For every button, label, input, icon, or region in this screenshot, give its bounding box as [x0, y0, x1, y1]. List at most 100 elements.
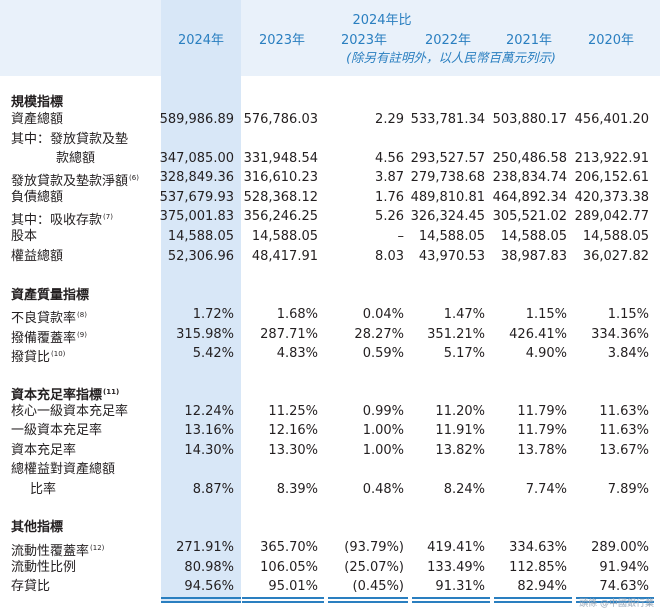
cell-value: 14,588.05: [167, 229, 234, 244]
cell-value: 2.29: [375, 112, 404, 127]
table-row: 股本 14,588.05 14,588.05–14,588.05 14,588.05 1…: [0, 227, 660, 247]
cell-value: 365.70%: [260, 540, 318, 555]
table-row: 一級資本充足率 13.16% 12.16% 1.00% 11.91% 11.79% 11.6…: [0, 421, 660, 441]
cell-value: 1.15%: [607, 307, 649, 322]
row-label-text: 資本充足率: [11, 443, 77, 458]
cell-value: 95.01%: [268, 579, 318, 594]
row-label: 撥貸比(10): [11, 344, 65, 368]
cell-value: 250,486.58: [492, 151, 567, 166]
cell-value: 3.84%: [607, 346, 649, 361]
row-label-text: 規模指標: [11, 95, 64, 110]
section-header-row: 規模指標: [0, 93, 660, 113]
footnote-marker: (12): [90, 544, 105, 552]
cell-value: 0.99%: [362, 404, 404, 419]
cell-value: 36,027.82: [582, 249, 649, 264]
cell-value: 8.03: [375, 249, 404, 264]
cell-value: 419.41%: [427, 540, 485, 555]
cell-value: 1.76: [375, 190, 404, 205]
cell-value: 0.48%: [362, 482, 404, 497]
row-label-text: 款總額: [56, 151, 96, 166]
cell-value: 334.36%: [591, 327, 649, 342]
row-label-text: 一級資本充足率: [11, 423, 103, 438]
cell-value: 13.30%: [268, 443, 318, 458]
bottom-rule: [576, 601, 654, 603]
section-title: 其他指標: [11, 518, 63, 538]
cell-value: 4.56: [375, 151, 404, 166]
cell-value: 576,786.03: [243, 112, 318, 127]
footnote-marker: (8): [77, 311, 87, 319]
row-label-text: 資產總額: [11, 112, 64, 127]
cell-value: 456,401.20: [574, 112, 649, 127]
footnote-marker: (6): [129, 174, 139, 182]
cell-value: 43,970.53: [418, 249, 485, 264]
cell-value: 489,810.81: [410, 190, 485, 205]
row-label: 存貸比: [11, 577, 50, 597]
cell-value: (0.45%): [352, 579, 404, 594]
footnote-marker: (7): [103, 213, 113, 221]
row-label-text: 資本充足率指標: [11, 388, 103, 403]
header-band: [0, 0, 660, 76]
cell-value: 106.05%: [260, 560, 318, 575]
row-label: 其中：發放貸款及墊: [11, 130, 128, 150]
row-label: 比率: [30, 480, 56, 500]
section-title: 資產質量指標: [11, 286, 89, 306]
cell-value: 74.63%: [599, 579, 649, 594]
row-label-text: 不良貸款率: [11, 311, 77, 326]
row-label: 發放貸款及墊款淨額(6): [11, 168, 139, 192]
watermark: 頭條 @中國銀行業: [579, 599, 654, 609]
cell-value: 91.94%: [599, 560, 649, 575]
row-label-text: 總權益對資產總額: [11, 462, 116, 477]
cell-value: 0.04%: [362, 307, 404, 322]
cell-value: 13.78%: [517, 443, 567, 458]
cell-value: 14.30%: [184, 443, 234, 458]
row-label: 流動性比例: [11, 558, 76, 578]
cell-value: 28.27%: [354, 327, 404, 342]
table-row: 發放貸款及墊款淨額(6) 328,849.36 316,610.23 3.87 279,…: [0, 168, 660, 189]
row-label-text: 流動性覆蓋率: [11, 544, 90, 559]
row-label: 股本: [11, 227, 37, 247]
cell-value: 7.74%: [525, 482, 567, 497]
row-label-text: 比率: [30, 482, 57, 497]
cell-value: 94.56%: [184, 579, 234, 594]
row-label: 款總額: [56, 149, 95, 169]
bottom-rule: [494, 597, 572, 599]
cell-value: 287.71%: [260, 327, 318, 342]
section-title: 資本充足率指標(11): [11, 382, 119, 406]
row-label-text: 其中：吸收存款: [11, 213, 103, 228]
cell-value: 1.68%: [276, 307, 318, 322]
table-row: 不良貸款率(8) 1.72% 1.68% 0.04% 1.47% 1.15% 1.15%: [0, 305, 660, 326]
row-label: 其中：吸收存款(7): [11, 207, 113, 231]
cell-value: 12.16%: [268, 423, 318, 438]
bottom-rule: [242, 597, 324, 599]
bottom-rule: [328, 601, 408, 603]
row-label-text: 發放貸款及墊款淨額: [11, 174, 129, 189]
bottom-rule: [412, 597, 490, 599]
section-header-row: 資產質量指標: [0, 286, 660, 306]
row-label-text: 資產質量指標: [11, 288, 90, 303]
header-year-2022: 2022年: [424, 33, 472, 48]
cell-value: 331,948.54: [243, 151, 318, 166]
cell-value: 0.59%: [362, 346, 404, 361]
bottom-rule: [242, 601, 324, 603]
cell-value: 80.98%: [184, 560, 234, 575]
table-row: 存貸比 94.56% 95.01% (0.45%) 91.31% 82.94% 74.63%: [0, 577, 660, 597]
cell-value: 334.63%: [509, 540, 567, 555]
cell-value: 11.25%: [268, 404, 318, 419]
cell-value: 5.42%: [192, 346, 234, 361]
header-year-2023-change: 2023年: [340, 33, 388, 48]
cell-value: 8.24%: [443, 482, 485, 497]
cell-value: (25.07%): [344, 560, 404, 575]
cell-value: 351.21%: [427, 327, 485, 342]
cell-value: 13.67%: [599, 443, 649, 458]
row-label: 權益總額: [11, 247, 63, 267]
table-row: 其中：吸收存款(7) 375,001.83 356,246.25 5.26 326,32…: [0, 207, 660, 228]
cell-value: 293,527.57: [410, 151, 485, 166]
row-label-text: 股本: [11, 229, 38, 244]
header-year-2024: 2024年: [177, 33, 225, 48]
row-label-text: 撥貸比: [11, 350, 51, 365]
cell-value: 289,042.77: [574, 209, 649, 224]
cell-value: 112.85%: [509, 560, 567, 575]
header-comparison-label: 2024年比: [352, 13, 412, 28]
table-row: 撥貸比(10) 5.42% 4.83% 0.59% 5.17% 4.90% 3.84%: [0, 344, 660, 365]
row-label: 不良貸款率(8): [11, 305, 87, 329]
